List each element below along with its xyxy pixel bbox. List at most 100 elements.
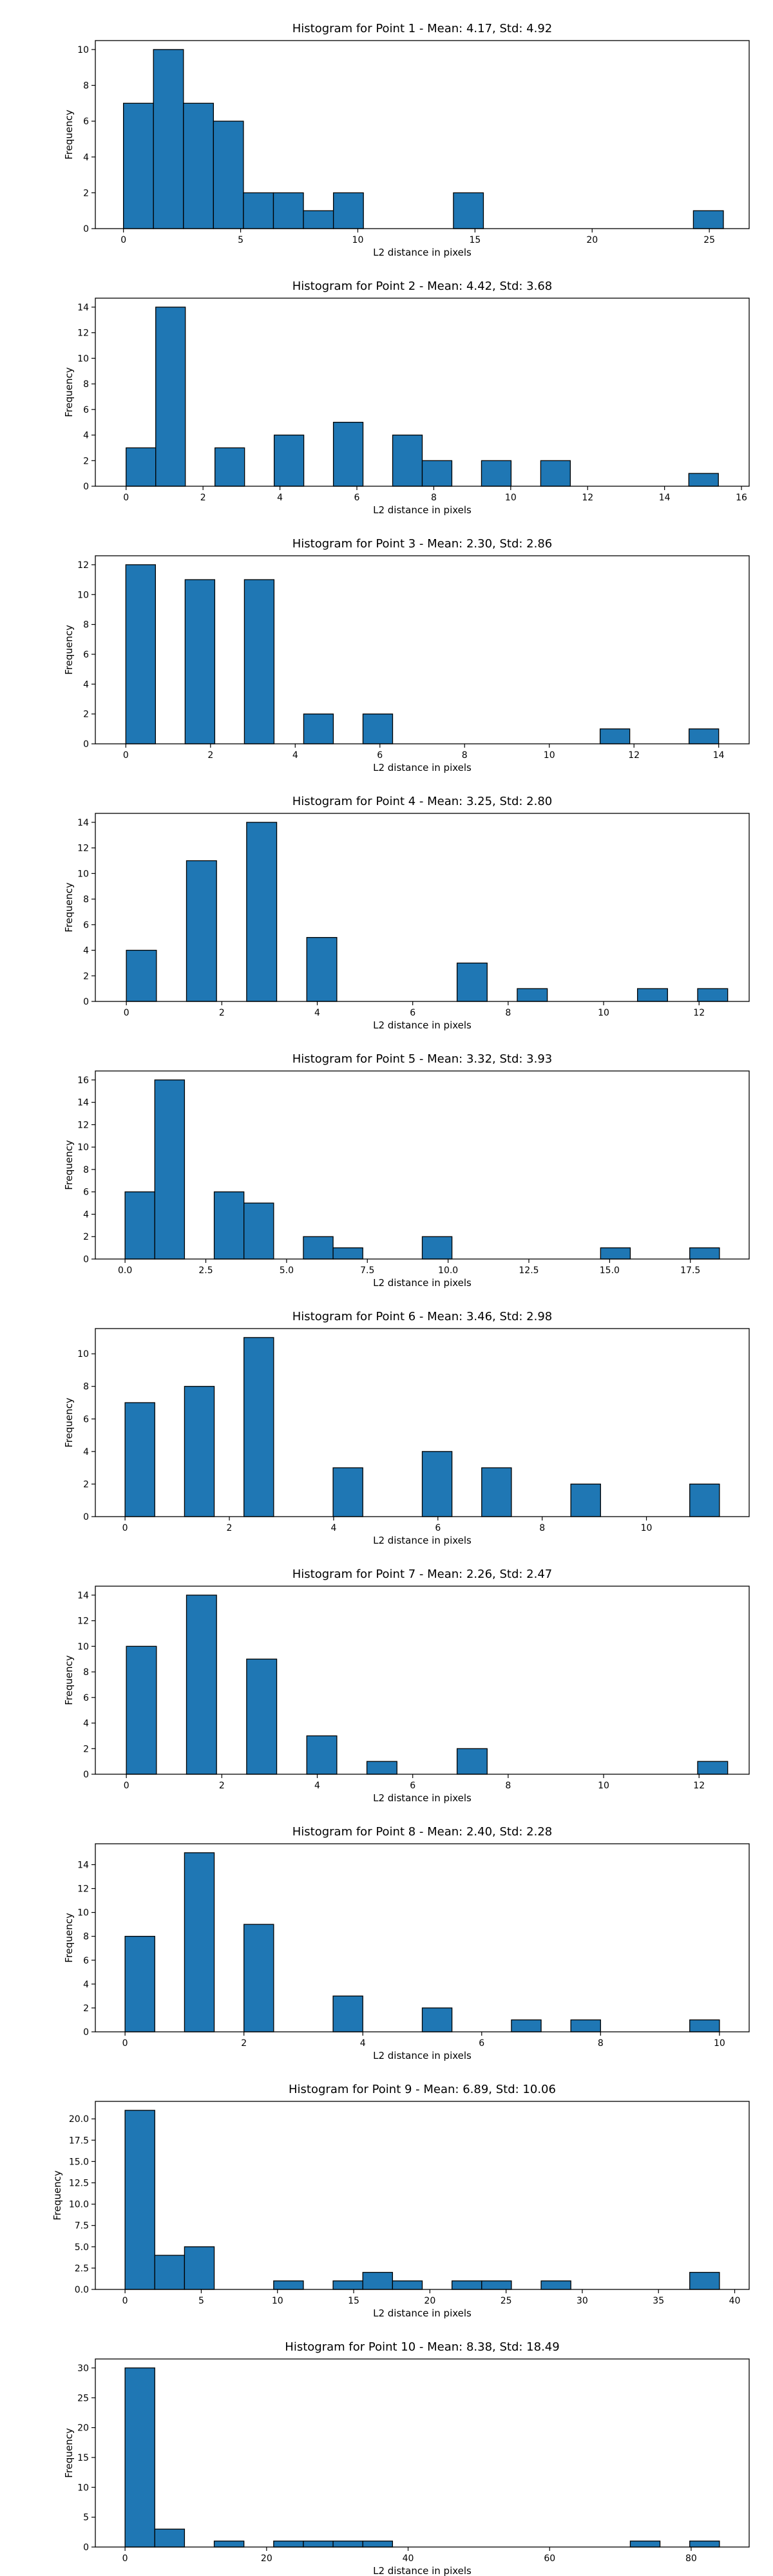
- histogram-bar: [421, 2007, 453, 2032]
- x-tick-label: 2: [207, 750, 213, 761]
- y-tick-label: 2: [83, 1744, 89, 1754]
- x-tick-label: 6: [410, 1008, 415, 1018]
- histogram-bar: [362, 714, 394, 744]
- x-tick-label: 40: [729, 2296, 741, 2306]
- x-tick-label: 12: [628, 750, 640, 761]
- y-tick-label: 10: [77, 2483, 89, 2493]
- y-tick-label: 8: [83, 1165, 89, 1175]
- x-tick-label: 17.5: [680, 1265, 700, 1276]
- histogram-bar: [183, 102, 215, 229]
- histogram-bar: [303, 2541, 334, 2548]
- histogram-svg-2: Histogram for Point 2 - Mean: 4.42, Std:…: [63, 279, 750, 516]
- x-tick-label: 8: [462, 750, 468, 761]
- y-tick-label: 4: [83, 679, 89, 690]
- x-tick-label: 2: [241, 2038, 247, 2049]
- histogram-bar: [392, 2280, 423, 2290]
- x-tick-label: 4: [277, 493, 283, 503]
- x-tick-label: 12: [693, 1008, 705, 1018]
- histogram-panel-4: Histogram for Point 4 - Mean: 3.25, Std:…: [0, 773, 773, 1031]
- y-tick-label: 5.0: [75, 2242, 89, 2253]
- histogram-bar: [126, 1645, 157, 1775]
- y-tick-label: 5: [83, 2513, 89, 2523]
- x-tick-label: 40: [403, 2553, 414, 2564]
- x-tick-label: 20: [261, 2553, 272, 2564]
- histogram-bar: [451, 2280, 482, 2290]
- histogram-bar: [540, 2280, 571, 2290]
- histogram-panel-7: Histogram for Point 7 - Mean: 2.26, Std:…: [0, 1546, 773, 1804]
- histogram-bar: [697, 988, 729, 1002]
- histogram-panel-3: Histogram for Point 3 - Mean: 2.30, Std:…: [0, 515, 773, 773]
- y-tick-label: 2: [83, 2003, 89, 2014]
- y-tick-label: 8: [83, 1932, 89, 1942]
- y-tick-label: 8: [83, 1667, 89, 1678]
- y-tick-label: 10: [77, 1908, 89, 1918]
- y-tick-label: 2: [83, 456, 89, 466]
- x-tick-label: 6: [435, 1523, 441, 1533]
- histogram-bar: [689, 2019, 720, 2032]
- x-tick-label: 4: [330, 1523, 336, 1533]
- histogram-bar: [332, 2541, 363, 2548]
- x-tick-label: 8: [505, 1781, 511, 1791]
- x-tick-label: 0: [122, 2038, 128, 2049]
- histogram-bar: [689, 1247, 720, 1260]
- x-tick-label: 15: [348, 2296, 359, 2306]
- x-tick-label: 10: [352, 235, 364, 245]
- histogram-bar: [600, 1247, 631, 1260]
- x-tick-label: 10: [598, 1008, 609, 1018]
- x-tick-label: 10: [714, 2038, 725, 2049]
- histogram-panel-8: Histogram for Point 8 - Mean: 2.40, Std:…: [0, 1803, 773, 2061]
- histogram-svg-1: Histogram for Point 1 - Mean: 4.17, Std:…: [63, 22, 750, 258]
- y-tick-label: 4: [83, 431, 89, 441]
- histogram-bar: [184, 1852, 215, 2032]
- histogram-bar: [456, 1748, 488, 1775]
- y-tick-label: 14: [77, 818, 89, 828]
- histogram-bar: [599, 728, 631, 744]
- y-axis-label: Frequency: [63, 367, 75, 417]
- y-tick-label: 15: [77, 2453, 89, 2463]
- y-axis-label: Frequency: [63, 109, 75, 160]
- histogram-bar: [689, 2541, 720, 2548]
- histogram-bar: [570, 2019, 601, 2032]
- x-axis-label: L2 distance in pixels: [373, 1019, 472, 1031]
- y-tick-label: 25: [77, 2393, 89, 2403]
- y-axis-label: Frequency: [63, 1655, 75, 1705]
- x-tick-label: 5.0: [280, 1265, 294, 1276]
- histogram-bar: [273, 2280, 304, 2290]
- histogram-bar: [362, 2271, 394, 2290]
- y-tick-label: 12: [77, 560, 89, 571]
- x-tick-label: 10.0: [438, 1265, 458, 1276]
- x-tick-label: 4: [314, 1008, 320, 1018]
- y-tick-label: 4: [83, 1719, 89, 1729]
- histogram-bar: [629, 2541, 661, 2548]
- histogram-bar: [154, 2255, 186, 2290]
- y-tick-label: 20.0: [69, 2114, 89, 2125]
- histogram-svg-6: Histogram for Point 6 - Mean: 3.46, Std:…: [63, 1310, 750, 1546]
- x-axis-label: L2 distance in pixels: [373, 1535, 472, 1546]
- x-tick-label: 10: [505, 493, 517, 503]
- y-tick-label: 10: [77, 354, 89, 364]
- histogram-bar: [481, 2280, 512, 2290]
- x-tick-label: 5: [198, 2296, 204, 2306]
- histogram-bar: [362, 2541, 394, 2548]
- y-tick-label: 2: [83, 971, 89, 981]
- y-tick-label: 14: [77, 1591, 89, 1601]
- y-tick-label: 6: [83, 650, 89, 660]
- y-tick-label: 10: [77, 1642, 89, 1652]
- x-tick-label: 0: [123, 750, 129, 761]
- x-tick-label: 2: [200, 493, 206, 503]
- histogram-svg-7: Histogram for Point 7 - Mean: 2.26, Std:…: [63, 1567, 750, 1804]
- y-tick-label: 4: [83, 946, 89, 956]
- x-tick-label: 15: [469, 235, 481, 245]
- histogram-bar: [215, 447, 245, 487]
- y-tick-label: 2.5: [75, 2264, 89, 2274]
- x-tick-label: 5: [238, 235, 243, 245]
- plot-frame: [95, 1070, 750, 1260]
- y-tick-label: 6: [83, 1956, 89, 1966]
- y-tick-label: 7.5: [75, 2221, 89, 2231]
- x-tick-label: 80: [685, 2553, 697, 2564]
- histogram-bar: [303, 714, 334, 744]
- x-tick-label: 12: [582, 493, 593, 503]
- histogram-bar: [697, 1761, 729, 1775]
- histogram-bar: [481, 1467, 512, 1517]
- plot-frame: [95, 1843, 750, 2032]
